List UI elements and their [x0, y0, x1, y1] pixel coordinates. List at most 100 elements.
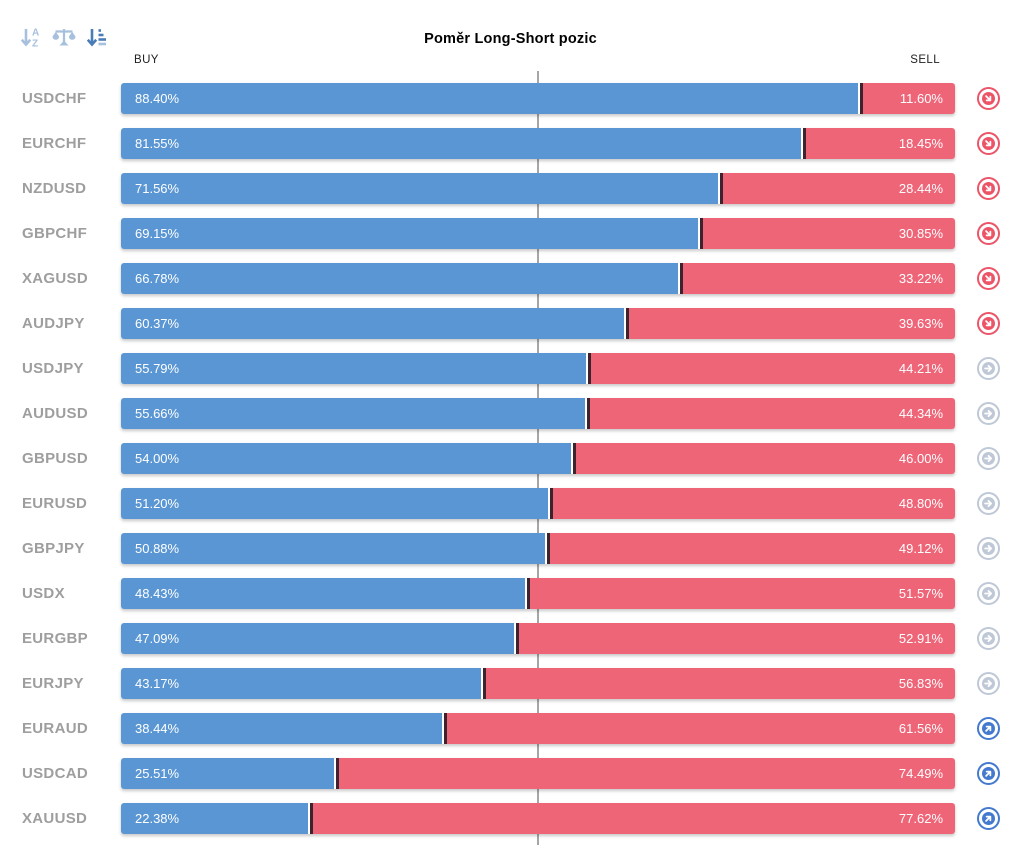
buy-percent-label: 51.20%	[135, 496, 180, 511]
balance-scale-button[interactable]	[50, 25, 78, 53]
sell-bar-segment[interactable]: 48.80%	[550, 488, 955, 519]
sell-bar-segment[interactable]: 56.83%	[483, 668, 955, 699]
trend-flat-icon[interactable]	[976, 582, 1000, 605]
trend-cell	[955, 627, 1021, 650]
sort-alphabetical-icon: A Z	[18, 25, 44, 54]
pair-label: AUDJPY	[22, 315, 85, 332]
buy-bar-segment[interactable]: 50.88%	[121, 533, 546, 564]
sell-percent-label: 74.49%	[898, 766, 943, 781]
pair-label: USDCAD	[22, 765, 88, 782]
table-row: XAGUSD 66.78% 33.22%	[0, 263, 1021, 294]
trend-down-icon[interactable]	[976, 267, 1000, 290]
buy-bar-segment[interactable]: 38.44%	[121, 713, 442, 744]
sell-bar-segment[interactable]: 39.63%	[626, 308, 955, 339]
sell-bar-segment[interactable]: 46.00%	[573, 443, 955, 474]
sell-bar-segment[interactable]: 33.22%	[679, 263, 955, 294]
sort-amount-desc-button[interactable]	[83, 25, 111, 53]
sell-percent-label: 46.00%	[898, 451, 943, 466]
trend-down-icon[interactable]	[976, 87, 1000, 110]
trend-arrow-circle	[981, 722, 995, 735]
buy-bar-segment[interactable]: 60.37%	[121, 308, 625, 339]
trend-flat-icon[interactable]	[976, 672, 1000, 695]
buy-bar-segment[interactable]: 55.79%	[121, 353, 587, 384]
table-row: AUDJPY 60.37% 39.63%	[0, 308, 1021, 339]
trend-flat-icon[interactable]	[976, 357, 1000, 380]
trend-arrow-circle	[981, 272, 995, 285]
buy-bar-segment[interactable]: 88.40%	[121, 83, 859, 114]
pair-label: EURJPY	[22, 675, 84, 692]
pair-label: EURUSD	[22, 495, 88, 512]
svg-text:A: A	[32, 27, 39, 38]
trend-up-icon[interactable]	[976, 807, 1000, 830]
sort-amount-desc-icon	[84, 25, 110, 54]
trend-flat-icon[interactable]	[976, 447, 1000, 470]
buy-bar-segment[interactable]: 66.78%	[121, 263, 678, 294]
sell-bar-segment[interactable]: 18.45%	[803, 128, 955, 159]
sell-bar-segment[interactable]: 11.60%	[860, 83, 955, 114]
table-row: EURUSD 51.20% 48.80%	[0, 488, 1021, 519]
sell-percent-label: 51.57%	[898, 586, 943, 601]
buy-bar-segment[interactable]: 71.56%	[121, 173, 718, 204]
trend-down-icon[interactable]	[976, 132, 1000, 155]
bar-track: 47.09% 52.91%	[121, 623, 955, 654]
sell-bar-segment[interactable]: 74.49%	[335, 758, 955, 789]
pair-label: GBPJPY	[22, 540, 85, 557]
buy-percent-label: 50.88%	[135, 541, 180, 556]
sell-bar-segment[interactable]: 52.91%	[515, 623, 955, 654]
trend-up-icon[interactable]	[976, 762, 1000, 785]
buy-bar-segment[interactable]: 22.38%	[121, 803, 308, 834]
bar-track: 50.88% 49.12%	[121, 533, 955, 564]
trend-flat-icon[interactable]	[976, 492, 1000, 515]
trend-flat-icon[interactable]	[976, 627, 1000, 650]
buy-bar-segment[interactable]: 55.66%	[121, 398, 586, 429]
sort-alphabetical-button[interactable]: A Z	[17, 25, 45, 53]
table-row: XAUUSD 22.38% 77.62%	[0, 803, 1021, 834]
buy-bar-segment[interactable]: 51.20%	[121, 488, 548, 519]
trend-flat-icon[interactable]	[976, 537, 1000, 560]
trend-arrow-circle	[981, 92, 995, 105]
sell-bar-segment[interactable]: 49.12%	[547, 533, 955, 564]
buy-percent-label: 81.55%	[135, 136, 180, 151]
sell-bar-segment[interactable]: 77.62%	[309, 803, 955, 834]
sell-percent-label: 11.60%	[899, 91, 943, 106]
buy-bar-segment[interactable]: 47.09%	[121, 623, 514, 654]
bar-track: 22.38% 77.62%	[121, 803, 955, 834]
trend-arrow-circle	[981, 812, 995, 825]
trend-flat-icon[interactable]	[976, 402, 1000, 425]
sell-bar-segment[interactable]: 51.57%	[526, 578, 955, 609]
sell-percent-label: 30.85%	[898, 226, 943, 241]
table-row: EURGBP 47.09% 52.91%	[0, 623, 1021, 654]
buy-bar-segment[interactable]: 54.00%	[121, 443, 572, 474]
sell-bar-segment[interactable]: 44.34%	[587, 398, 955, 429]
buy-percent-label: 47.09%	[135, 631, 180, 646]
trend-arrow-circle	[981, 677, 995, 690]
bar-track: 51.20% 48.80%	[121, 488, 955, 519]
trend-cell	[955, 672, 1021, 695]
sell-bar-segment[interactable]: 44.21%	[588, 353, 955, 384]
sell-bar-segment[interactable]: 30.85%	[699, 218, 955, 249]
buy-bar-segment[interactable]: 69.15%	[121, 218, 698, 249]
trend-down-icon[interactable]	[976, 222, 1000, 245]
table-row: USDX 48.43% 51.57%	[0, 578, 1021, 609]
bar-track: 66.78% 33.22%	[121, 263, 955, 294]
bar-track: 25.51% 74.49%	[121, 758, 955, 789]
buy-bar-segment[interactable]: 25.51%	[121, 758, 334, 789]
trend-up-icon[interactable]	[976, 717, 1000, 740]
buy-bar-segment[interactable]: 43.17%	[121, 668, 482, 699]
trend-cell	[955, 717, 1021, 740]
buy-percent-label: 22.38%	[135, 811, 180, 826]
trend-down-icon[interactable]	[976, 312, 1000, 335]
sell-bar-segment[interactable]: 28.44%	[719, 173, 955, 204]
buy-bar-segment[interactable]: 81.55%	[121, 128, 802, 159]
pair-label: USDJPY	[22, 360, 84, 377]
balance-scale-icon	[51, 25, 77, 54]
table-row: USDJPY 55.79% 44.21%	[0, 353, 1021, 384]
table-row: GBPCHF 69.15% 30.85%	[0, 218, 1021, 249]
pair-label: AUDUSD	[22, 405, 88, 422]
sell-bar-segment[interactable]: 61.56%	[443, 713, 955, 744]
buy-bar-segment[interactable]: 48.43%	[121, 578, 525, 609]
trend-down-icon[interactable]	[976, 177, 1000, 200]
pair-label: GBPCHF	[22, 225, 88, 242]
pair-label: USDCHF	[22, 90, 87, 107]
trend-arrow-circle	[981, 317, 995, 330]
